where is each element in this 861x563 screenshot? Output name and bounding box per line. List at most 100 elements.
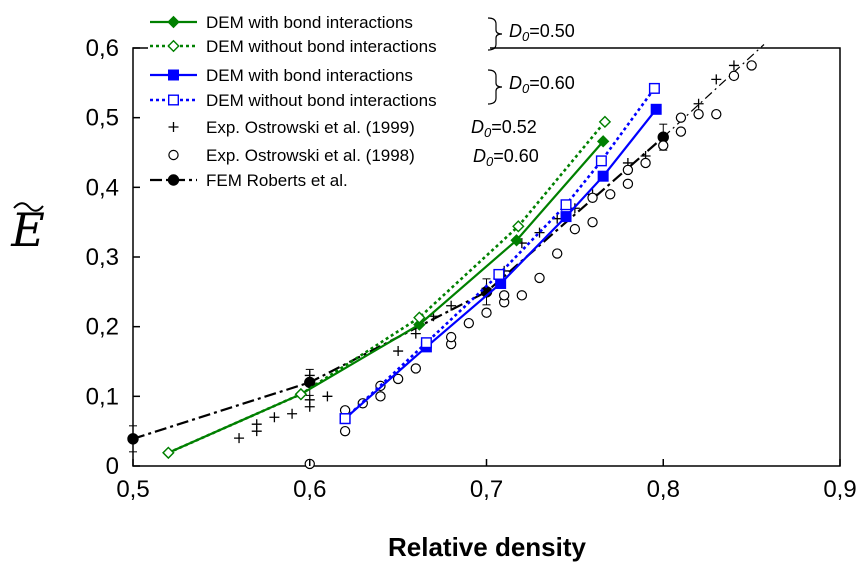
legend-label: DEM with bond interactions [206,13,413,32]
y-tick-label: 0,1 [86,383,119,410]
data-point [269,412,280,423]
data-point [675,112,687,123]
data-point [251,419,262,430]
data-point [622,164,634,176]
data-point [596,135,610,148]
x-tick-label: 0,7 [470,476,503,503]
data-point [587,192,598,203]
data-point [167,94,179,106]
data-point [675,126,687,137]
data-point [463,317,475,329]
data-point [498,290,510,301]
data-point [322,391,333,402]
data-point [640,157,651,169]
series [162,115,612,459]
x-tick-label: 0,5 [116,476,149,503]
data-point [560,199,572,211]
data-point [127,433,139,445]
data-point [534,272,545,284]
data-point [392,373,404,385]
data-point [605,189,616,200]
data-point [587,216,598,228]
data-point [167,174,180,186]
data-point [746,60,757,71]
y-tick-label: 0,4 [86,174,119,201]
data-point [234,433,245,444]
data-point [304,370,315,381]
data-point [658,140,669,151]
data-point [410,328,421,339]
d0-annotation: D0=0.60 [473,146,539,169]
data-point [622,178,634,190]
legend-label: FEM Roberts et al. [206,171,348,190]
data-point [552,248,563,259]
data-point [445,331,457,343]
legend-item: DEM with bond interactions [150,66,413,85]
data-point [648,82,660,94]
data-point [728,70,740,82]
series-layer [127,44,765,470]
y-tick-label: 0,3 [86,244,119,271]
data-point [693,108,704,120]
legend-brace [487,17,503,51]
legend-background [148,10,490,192]
legend: DEM with bond interactions DEM without bo… [148,10,575,192]
data-point [493,268,505,280]
axes-layer: 0,5 0,6 0,7 0,8 0,9 0 0,1 0,2 0,3 0,4 0,5 0,6 [86,35,857,503]
x-tick-label: 0,6 [293,476,326,503]
data-point [495,277,507,289]
y-tick-label: 0,2 [86,314,119,341]
y-axis-title: E [10,203,45,257]
data-point [420,337,432,349]
legend-item: DEM without bond interactions [150,37,437,56]
data-point [168,122,179,132]
data-point [512,220,525,233]
data-point [560,211,572,223]
x-tick-label: 0,8 [647,476,680,503]
data-point [162,446,175,459]
data-point [711,108,722,120]
series [304,60,757,470]
series-line [344,87,656,420]
data-point [446,300,457,311]
d0-annotation: D0=0.52 [471,117,537,140]
data-point [413,318,426,331]
legend-item: FEM Roberts et al. [150,171,348,190]
x-axis-title: Relative density [388,532,587,562]
data-point [167,39,180,53]
data-point [294,388,308,401]
legend-item: DEM with bond interactions [150,13,413,32]
data-point [339,413,351,425]
data-point [339,425,351,437]
data-point [728,60,739,71]
d0-annotation: D0=0.60 [509,73,575,96]
series [234,60,739,444]
legend-item: Exp. Ostrowski et al. (1999) [168,118,415,137]
data-point [711,74,722,85]
legend-label: Exp. Ostrowski et al. (1999) [206,118,415,137]
legend-label: DEM with bond interactions [206,66,413,85]
series [339,82,660,425]
data-point [598,115,612,129]
data-point [569,223,581,235]
data-point [168,149,179,161]
y-tick-label: 0,5 [86,105,119,132]
legend-brace [487,69,503,105]
data-point [481,307,492,318]
legend-label: DEM without bond interactions [206,37,437,56]
data-point [693,98,704,109]
data-point [304,394,315,405]
data-point [413,311,426,324]
series-line [167,120,606,454]
series-line [344,108,658,420]
legend-item: Exp. Ostrowski et al. (1998) [168,146,415,165]
data-point [650,103,662,115]
data-point [597,170,609,182]
y-tick-label: 0,6 [86,35,119,62]
legend-label: DEM without bond interactions [206,91,437,110]
data-point [595,155,607,167]
y-tick-label: 0 [106,453,119,480]
d0-annotation: D0=0.50 [509,21,575,44]
data-point [393,346,404,357]
